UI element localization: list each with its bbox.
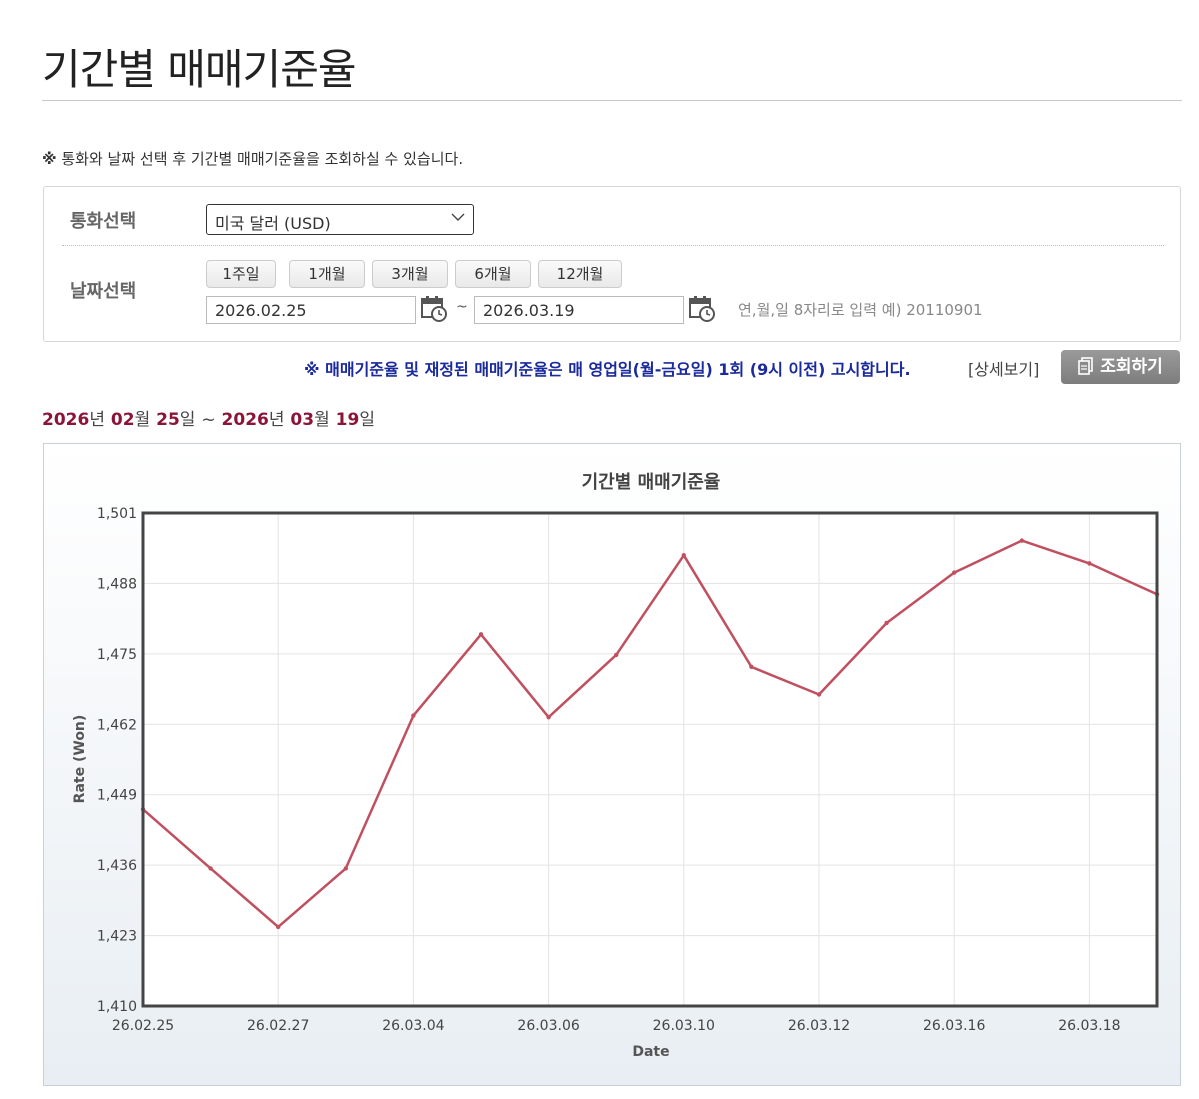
period-12month-button[interactable]: 12개월	[538, 260, 622, 288]
date-separator: ~	[456, 299, 468, 315]
query-button[interactable]: 조회하기	[1061, 350, 1180, 384]
rate-line-chart: 기간별 매매기준율 1,410 1,423 1,436 1,449 1,462 1,475…	[72, 472, 1160, 1060]
x-tick-label: 26.03.06	[517, 1018, 579, 1034]
range-start-month: 02	[110, 410, 135, 430]
currency-select[interactable]: 미국 달러 (USD)	[206, 204, 474, 235]
x-tick-label: 26.03.12	[788, 1018, 850, 1034]
range-start-year: 2026	[42, 410, 90, 430]
page-title: 기간별 매매기준율	[42, 45, 356, 94]
rate-series-line	[142, 539, 1158, 929]
range-end-month: 03	[290, 410, 315, 430]
end-date-input[interactable]: 2026.03.19	[474, 296, 684, 324]
y-tick-label: 1,449	[97, 788, 137, 804]
range-end-day: 19	[335, 410, 360, 430]
x-tick-label: 26.03.16	[923, 1018, 985, 1034]
y-tick-label: 1,423	[97, 929, 137, 945]
calendar-icon[interactable]	[688, 294, 716, 322]
period-1week-button[interactable]: 1주일	[206, 260, 276, 288]
search-panel: 통화선택 미국 달러 (USD) 날짜선택 1주일 1개월 3개월 6개월 12…	[43, 186, 1181, 342]
announcement-text: ※ 매매기준율 및 재정된 매매기준율은 매 영업일(월-금요일) 1회 (9시…	[304, 360, 911, 379]
period-3month-button[interactable]: 3개월	[372, 260, 448, 288]
x-axis-title: Date	[632, 1044, 669, 1060]
data-point	[546, 715, 551, 720]
currency-label: 통화선택	[70, 211, 137, 232]
data-point	[478, 632, 484, 637]
plot-area	[143, 513, 1157, 1006]
y-tick-label: 1,475	[97, 647, 137, 663]
x-tick-label: 26.02.25	[112, 1018, 174, 1034]
range-end-year: 2026	[221, 410, 269, 430]
y-tick-label: 1,410	[97, 999, 137, 1015]
data-point	[816, 692, 822, 697]
x-tick-label: 26.03.18	[1058, 1018, 1120, 1034]
range-start-day: 25	[156, 410, 180, 430]
range-unit: 년	[268, 410, 285, 430]
data-point	[208, 866, 213, 871]
date-format-hint: 연,월,일 8자리로 입력 예) 20110901	[738, 301, 983, 319]
period-1month-button[interactable]: 1개월	[289, 260, 365, 288]
notice-mark: ※	[42, 150, 57, 168]
notice-text: ※ 통화와 날짜 선택 후 기간별 매매기준율을 조회하실 수 있습니다.	[42, 148, 463, 169]
x-tick-label: 26.02.27	[247, 1018, 309, 1034]
chart-container: 기간별 매매기준율 1,410 1,423 1,436 1,449 1,462 1,475…	[43, 443, 1181, 1086]
calendar-icon[interactable]	[420, 294, 448, 322]
data-point	[343, 866, 348, 871]
x-tick-label: 26.03.04	[382, 1018, 444, 1034]
range-unit: 월	[314, 410, 330, 430]
date-label: 날짜선택	[70, 281, 137, 302]
data-point	[411, 713, 416, 718]
plot-frame	[141, 511, 1159, 1008]
chevron-down-icon	[451, 213, 465, 221]
range-separator: ~	[201, 410, 216, 430]
range-title: 2026년 02월 25일 ~ 2026년 03월 19일	[42, 405, 375, 430]
chart-title: 기간별 매매기준율	[582, 472, 721, 493]
data-point	[952, 570, 957, 575]
y-axis-title: Rate (Won)	[72, 715, 88, 804]
document-icon	[1078, 356, 1094, 375]
y-tick-label: 1,488	[97, 576, 137, 592]
y-tick-label: 1,501	[97, 506, 137, 522]
y-tick-label: 1,436	[97, 858, 137, 874]
currency-select-value: 미국 달러 (USD)	[215, 214, 331, 233]
data-point	[1087, 561, 1092, 566]
start-date-input[interactable]: 2026.02.25	[206, 296, 416, 324]
notice-message: 통화와 날짜 선택 후 기간별 매매기준율을 조회하실 수 있습니다.	[61, 150, 464, 168]
range-unit: 월	[134, 410, 151, 430]
period-6month-button[interactable]: 6개월	[455, 260, 531, 288]
x-tick-label: 26.03.10	[653, 1018, 715, 1034]
range-unit: 년	[89, 410, 105, 430]
title-divider	[42, 100, 1182, 101]
range-unit: 일	[359, 410, 375, 430]
detail-link[interactable]: [상세보기]	[968, 360, 1040, 379]
data-point	[681, 553, 686, 558]
query-button-label: 조회하기	[1100, 357, 1163, 377]
data-point	[749, 664, 754, 670]
data-point	[1019, 538, 1024, 543]
row-divider	[62, 245, 1164, 246]
data-point	[276, 924, 281, 930]
range-unit: 일	[179, 410, 196, 430]
y-tick-label: 1,462	[97, 717, 137, 733]
data-point	[614, 652, 619, 658]
data-point	[884, 620, 889, 626]
